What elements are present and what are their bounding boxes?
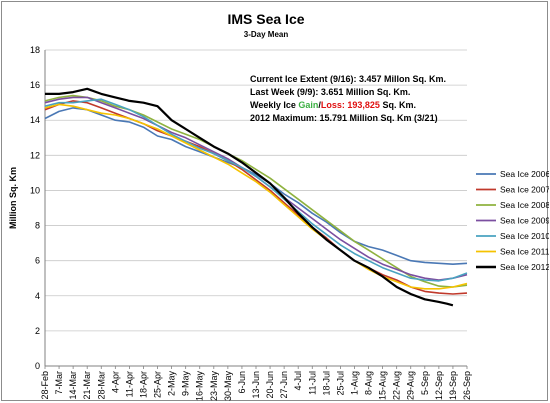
series-lines bbox=[44, 87, 468, 307]
series-line-sea-ice-2010 bbox=[44, 98, 468, 282]
series-line-sea-ice-2006 bbox=[44, 107, 468, 266]
x-tick-25-Jul: 25-Jul bbox=[335, 371, 345, 396]
x-tick-12-Sep: 12-Sep bbox=[434, 371, 444, 400]
x-tick-7-Mar: 7-Mar bbox=[54, 371, 64, 395]
series-line-sea-ice-2008 bbox=[44, 94, 468, 288]
y-tick-10: 10 bbox=[30, 185, 40, 195]
y-tick-6: 6 bbox=[35, 256, 40, 266]
x-tick-13-Jun: 13-Jun bbox=[251, 371, 261, 399]
y-tick-2: 2 bbox=[35, 326, 40, 336]
y-tick-14: 14 bbox=[30, 115, 40, 125]
x-tick-11-Apr: 11-Apr bbox=[124, 371, 134, 397]
x-tick-11-Jul: 11-Jul bbox=[307, 371, 317, 395]
x-tick-15-Aug: 15-Aug bbox=[378, 371, 388, 400]
legend: Sea Ice 2006 Sea Ice 2007 Sea Ice 2008 Sea … bbox=[476, 169, 549, 272]
series-line-sea-ice-2012 bbox=[45, 87, 454, 307]
chart-subtitle: 3-Day Mean bbox=[244, 30, 289, 39]
x-tick-30-May: 30-May bbox=[223, 371, 233, 402]
series-line-sea-ice-2009 bbox=[44, 96, 468, 281]
x-tick-21-Mar: 21-Mar bbox=[82, 371, 92, 400]
gridlines bbox=[45, 49, 467, 367]
annotation-weekly-suffix: Sq. Km. bbox=[380, 100, 416, 110]
x-tick-9-May: 9-May bbox=[181, 371, 191, 397]
x-tick-4-Apr: 4-Apr bbox=[110, 371, 120, 393]
legend-label-sea-ice-2009: Sea Ice 2009 bbox=[500, 216, 549, 226]
x-tick-5-Sep: 5-Sep bbox=[420, 371, 430, 395]
x-tick-28-Mar: 28-Mar bbox=[96, 371, 106, 400]
series-line-sea-ice-2011 bbox=[44, 103, 468, 290]
x-tick-27-Jun: 27-Jun bbox=[279, 371, 289, 399]
annotation-current-extent: Current Ice Extent (9/16): 3.457 Millon … bbox=[250, 74, 446, 84]
annotation-last-week: Last Week (9/9): 3.651 Million Sq. Km. bbox=[250, 87, 410, 97]
y-tick-labels: 0 2 4 6 8 10 12 14 16 18 bbox=[30, 45, 40, 371]
x-tick-25-Apr: 25-Apr bbox=[153, 371, 163, 398]
annotation-2012-maximum: 2012 Maximum: 15.791 Million Sq. Km (3/2… bbox=[250, 113, 438, 123]
annotation-slash: / bbox=[318, 100, 321, 110]
legend-label-sea-ice-2010: Sea Ice 2010 bbox=[500, 231, 549, 241]
x-tick-6-Jun: 6-Jun bbox=[237, 371, 247, 394]
annotation-weekly-prefix: Weekly Ice bbox=[250, 100, 298, 110]
x-tick-16-May: 16-May bbox=[195, 371, 205, 402]
annotation-box: Current Ice Extent (9/16): 3.457 Millon … bbox=[250, 74, 446, 123]
x-tick-26-Sep: 26-Sep bbox=[462, 371, 472, 400]
legend-label-sea-ice-2007: Sea Ice 2007 bbox=[500, 185, 549, 195]
y-axis-label: Million Sq. Km bbox=[8, 167, 18, 229]
y-tick-16: 16 bbox=[30, 80, 40, 90]
y-tick-12: 12 bbox=[30, 150, 40, 160]
x-tick-19-Sep: 19-Sep bbox=[448, 371, 458, 400]
x-tick-2-May: 2-May bbox=[167, 371, 177, 397]
x-tick-20-Jun: 20-Jun bbox=[265, 371, 275, 399]
y-tick-4: 4 bbox=[35, 291, 40, 301]
x-tick-29-Aug: 29-Aug bbox=[406, 371, 416, 400]
series-line-sea-ice-2007 bbox=[44, 100, 468, 295]
annotation-gain: Gain bbox=[298, 100, 318, 110]
x-tick-22-Aug: 22-Aug bbox=[392, 371, 402, 400]
x-tick-14-Mar: 14-Mar bbox=[68, 371, 78, 400]
y-tick-8: 8 bbox=[35, 221, 40, 231]
x-tick-18-Jul: 18-Jul bbox=[321, 371, 331, 396]
x-tick-18-Apr: 18-Apr bbox=[138, 371, 148, 398]
annotation-weekly-change: Weekly Ice Gain/Loss: 193,825 Sq. Km. bbox=[250, 100, 416, 110]
x-tick-8-Aug: 8-Aug bbox=[364, 371, 374, 395]
chart-title: IMS Sea Ice bbox=[227, 11, 304, 27]
x-tick-labels: 28-Feb 7-Mar 14-Mar 21-Mar 28-Mar 4-Apr 11-Apr… bbox=[40, 366, 472, 401]
legend-label-sea-ice-2008: Sea Ice 2008 bbox=[500, 200, 549, 210]
legend-label-sea-ice-2006: Sea Ice 2006 bbox=[500, 169, 549, 179]
axes bbox=[44, 50, 467, 367]
y-tick-18: 18 bbox=[30, 45, 40, 55]
legend-label-sea-ice-2012: Sea Ice 2012 bbox=[500, 262, 549, 272]
x-tick-28-Feb: 28-Feb bbox=[40, 371, 50, 400]
x-tick-1-Aug: 1-Aug bbox=[349, 371, 359, 395]
legend-label-sea-ice-2011: Sea Ice 2011 bbox=[500, 247, 549, 257]
x-tick-23-May: 23-May bbox=[209, 371, 219, 402]
y-tick-0: 0 bbox=[35, 361, 40, 371]
x-tick-4-Jul: 4-Jul bbox=[293, 371, 303, 391]
annotation-loss: Loss: 193,825 bbox=[321, 100, 380, 110]
